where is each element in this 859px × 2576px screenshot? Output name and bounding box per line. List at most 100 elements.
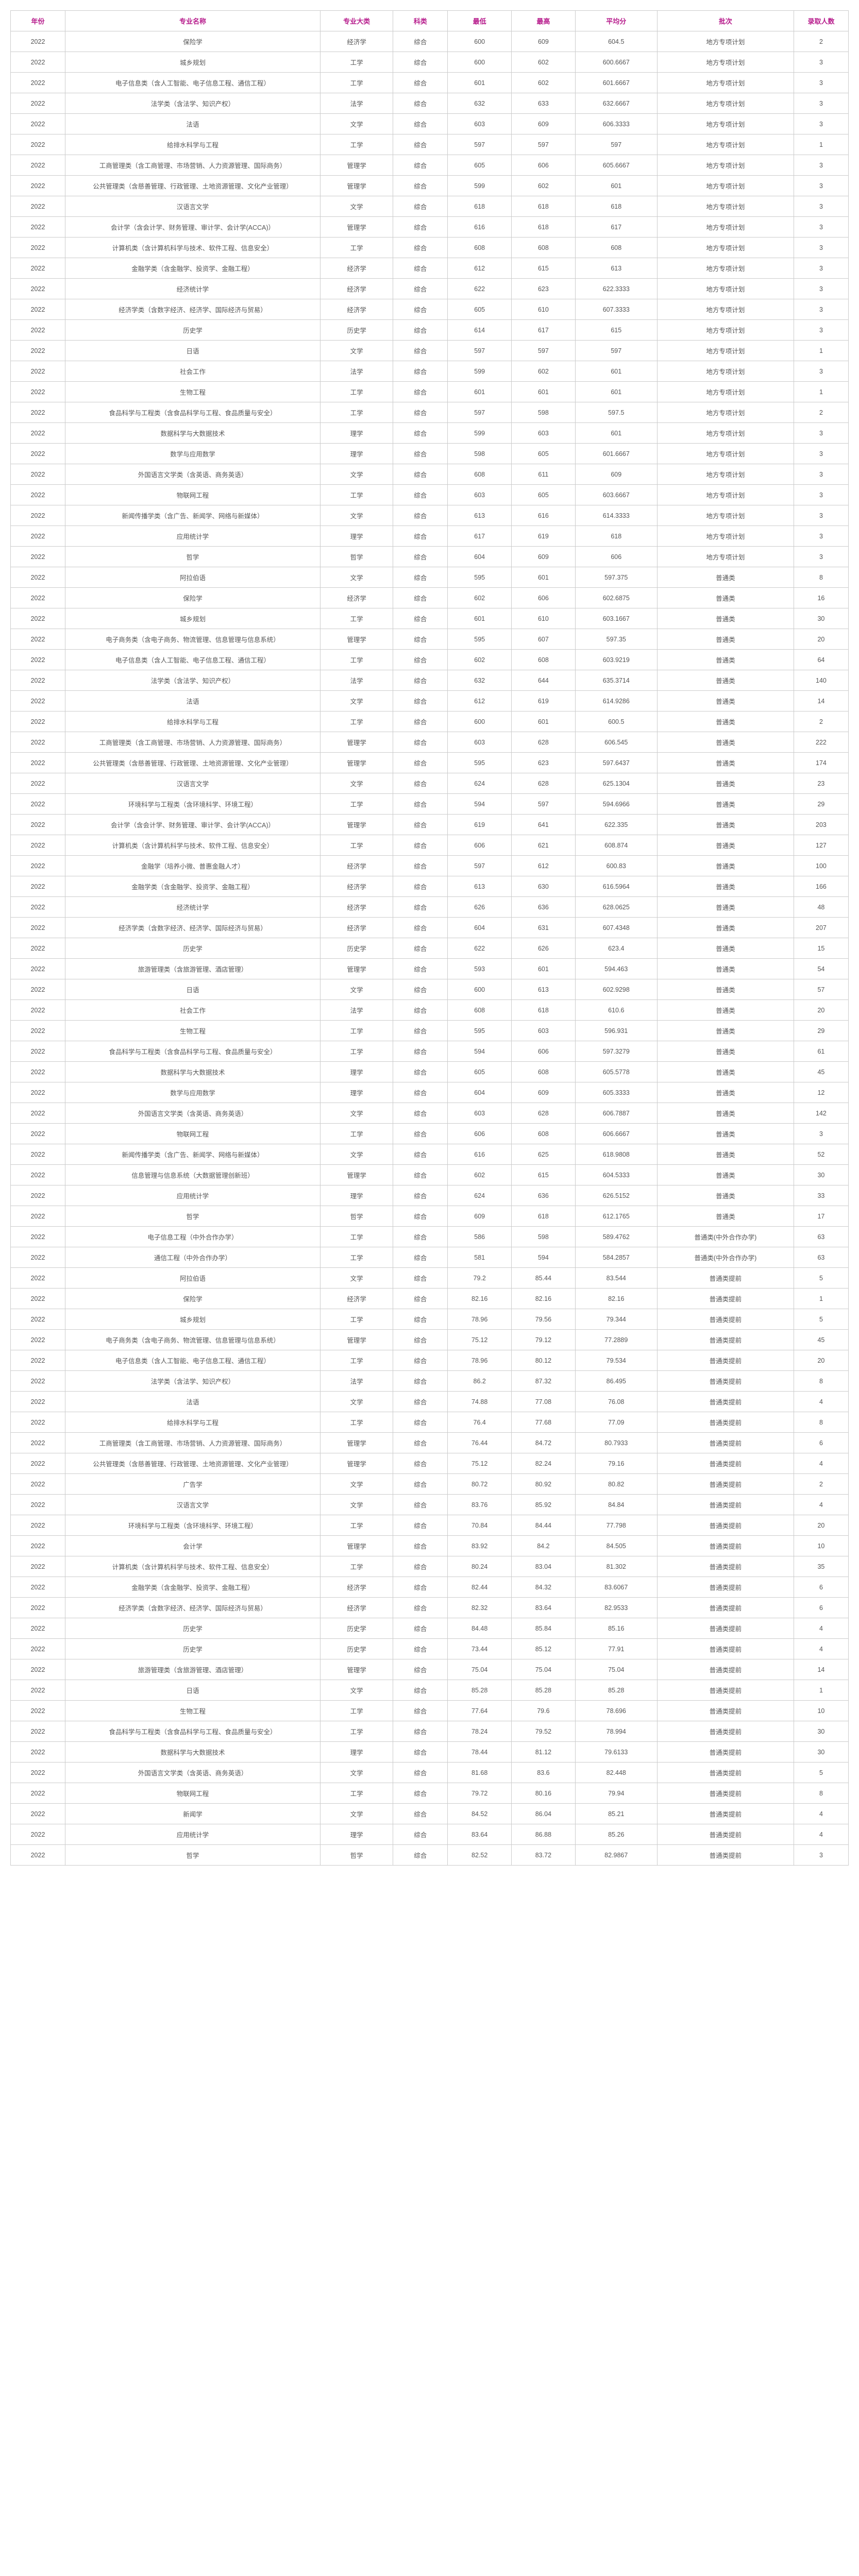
- table-cell: 综合: [393, 1371, 448, 1392]
- table-cell: 管理学: [320, 1330, 393, 1350]
- table-cell: 2022: [11, 1021, 65, 1041]
- table-cell: 2022: [11, 835, 65, 856]
- table-cell: 77.91: [575, 1639, 657, 1659]
- table-cell: 法语: [65, 1392, 321, 1412]
- table-cell: 33: [794, 1185, 848, 1206]
- table-row: 2022公共管理类（含慈善管理、行政管理、土地资源管理、文化产业管理）管理学综合…: [11, 1453, 849, 1474]
- table-cell: 2022: [11, 1392, 65, 1412]
- table-cell: 4: [794, 1453, 848, 1474]
- table-cell: 历史学: [65, 320, 321, 341]
- table-cell: 地方专项计划: [657, 238, 794, 258]
- table-cell: 2022: [11, 1309, 65, 1330]
- table-cell: 生物工程: [65, 382, 321, 402]
- table-cell: 2022: [11, 691, 65, 711]
- table-row: 2022信息管理与信息系统（大数据管理创新班）管理学综合602615604.53…: [11, 1165, 849, 1185]
- table-cell: 法语: [65, 691, 321, 711]
- table-cell: 624: [448, 773, 512, 794]
- table-cell: 84.72: [512, 1433, 576, 1453]
- table-cell: 618: [575, 526, 657, 547]
- table-cell: 616: [512, 505, 576, 526]
- table-cell: 597: [448, 402, 512, 423]
- table-cell: 83.76: [448, 1495, 512, 1515]
- table-cell: 602.6875: [575, 588, 657, 608]
- table-cell: 2022: [11, 279, 65, 299]
- table-cell: 81.12: [512, 1742, 576, 1762]
- table-cell: 综合: [393, 1659, 448, 1680]
- table-cell: 普通类提前: [657, 1845, 794, 1866]
- table-cell: 80.7933: [575, 1433, 657, 1453]
- table-cell: 2022: [11, 753, 65, 773]
- table-cell: 76.4: [448, 1412, 512, 1433]
- table-cell: 数学与应用数学: [65, 1082, 321, 1103]
- table-cell: 旅游管理类（含旅游管理、酒店管理）: [65, 1659, 321, 1680]
- table-body: 2022保险学经济学综合600609604.5地方专项计划2 2022城乡规划工学…: [11, 31, 849, 1866]
- table-cell: 历史学: [65, 1618, 321, 1639]
- table-cell: 综合: [393, 1618, 448, 1639]
- table-cell: 603: [448, 485, 512, 505]
- table-cell: 614: [448, 320, 512, 341]
- table-cell: 597: [575, 341, 657, 361]
- table-row: 2022汉语言文学文学综合624628625.1304普通类23: [11, 773, 849, 794]
- table-cell: 应用统计学: [65, 526, 321, 547]
- table-cell: 595: [448, 629, 512, 650]
- table-cell: 地方专项计划: [657, 526, 794, 547]
- table-cell: 理学: [320, 526, 393, 547]
- table-cell: 会计学（含会计学、财务管理、审计学、会计学(ACCA)）: [65, 217, 321, 238]
- table-cell: 综合: [393, 134, 448, 155]
- table-cell: 地方专项计划: [657, 402, 794, 423]
- table-cell: 综合: [393, 196, 448, 217]
- table-cell: 3: [794, 444, 848, 464]
- table-cell: 历史学: [320, 938, 393, 959]
- table-cell: 环境科学与工程类（含环境科学、环境工程）: [65, 1515, 321, 1536]
- table-cell: 4: [794, 1495, 848, 1515]
- table-cell: 641: [512, 815, 576, 835]
- table-cell: 社会工作: [65, 361, 321, 382]
- table-cell: 598: [448, 444, 512, 464]
- table-cell: 3: [794, 176, 848, 196]
- table-cell: 法学: [320, 670, 393, 691]
- table-row: 2022公共管理类（含慈善管理、行政管理、土地资源管理、文化产业管理）管理学综合…: [11, 753, 849, 773]
- table-cell: 综合: [393, 1783, 448, 1804]
- table-cell: 管理学: [320, 732, 393, 753]
- table-cell: 594: [448, 794, 512, 815]
- table-cell: 2022: [11, 1330, 65, 1350]
- table-cell: 3: [794, 155, 848, 176]
- table-cell: 610: [512, 608, 576, 629]
- table-row: 2022保险学经济学综合600609604.5地方专项计划2: [11, 31, 849, 52]
- table-cell: 经济学: [320, 279, 393, 299]
- table-cell: 工学: [320, 1227, 393, 1247]
- table-cell: 综合: [393, 1206, 448, 1227]
- table-row: 2022城乡规划工学综合601610603.1667普通类30: [11, 608, 849, 629]
- table-cell: 2022: [11, 134, 65, 155]
- table-cell: 2022: [11, 196, 65, 217]
- table-cell: 601: [575, 423, 657, 444]
- table-row: 2022城乡规划工学综合78.9679.5679.344普通类提前5: [11, 1309, 849, 1330]
- table-cell: 综合: [393, 1247, 448, 1268]
- table-cell: 普通类提前: [657, 1824, 794, 1845]
- table-cell: 历史学: [320, 1618, 393, 1639]
- table-row: 2022电子信息工程（中外合作办学）工学综合586598589.4762普通类(…: [11, 1227, 849, 1247]
- table-cell: 615: [512, 1165, 576, 1185]
- table-cell: 623: [512, 753, 576, 773]
- table-cell: 628: [512, 732, 576, 753]
- table-row: 2022工商管理类（含工商管理、市场营销、人力资源管理、国际商务）管理学综合60…: [11, 155, 849, 176]
- table-cell: 文学: [320, 1103, 393, 1124]
- table-cell: 618: [575, 196, 657, 217]
- table-cell: 普通类提前: [657, 1536, 794, 1556]
- table-cell: 78.96: [448, 1350, 512, 1371]
- table-cell: 15: [794, 938, 848, 959]
- table-cell: 77.798: [575, 1515, 657, 1536]
- table-cell: 609: [448, 1206, 512, 1227]
- table-cell: 经济统计学: [65, 279, 321, 299]
- table-cell: 6: [794, 1598, 848, 1618]
- table-cell: 工学: [320, 1309, 393, 1330]
- table-cell: 2022: [11, 73, 65, 93]
- table-cell: 综合: [393, 444, 448, 464]
- table-cell: 605.3333: [575, 1082, 657, 1103]
- table-cell: 1: [794, 1289, 848, 1309]
- table-cell: 630: [512, 876, 576, 897]
- table-cell: 83.544: [575, 1268, 657, 1289]
- table-cell: 综合: [393, 1350, 448, 1371]
- table-cell: 2022: [11, 1618, 65, 1639]
- table-cell: 614.9286: [575, 691, 657, 711]
